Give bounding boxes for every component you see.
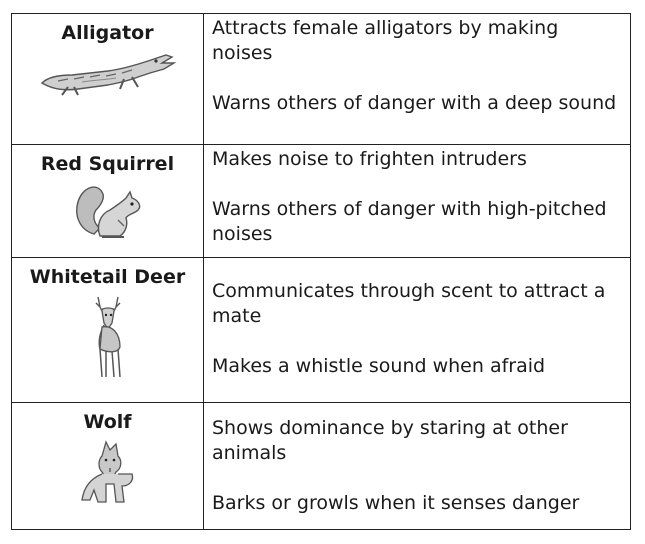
fact-text: Communicates through scent to attract a … <box>212 280 606 327</box>
animal-communication-table: Alligator Attracts female alligators by … <box>11 13 631 530</box>
fact-text: Makes a whistle sound when afraid <box>212 355 546 377</box>
animal-name: Whitetail Deer <box>29 266 186 288</box>
animal-name: Red Squirrel <box>40 153 175 175</box>
animal-facts-red-squirrel: Makes noise to frighten intruders Warns … <box>204 145 630 258</box>
animal-cell-whitetail-deer: Whitetail Deer <box>12 258 204 403</box>
animal-facts-wolf: Shows dominance by staring at other anim… <box>204 403 630 529</box>
animal-name: Alligator <box>61 22 154 44</box>
deer-icon <box>78 293 138 379</box>
fact-text: Warns others of danger with a deep sound <box>212 92 617 114</box>
animal-cell-alligator: Alligator <box>12 14 204 145</box>
wolf-icon <box>76 438 140 506</box>
animal-cell-red-squirrel: Red Squirrel <box>12 145 204 258</box>
fact-text: Makes noise to frighten intruders <box>212 148 527 170</box>
fact-text: Shows dominance by staring at other anim… <box>212 417 568 464</box>
alligator-icon <box>38 49 178 97</box>
fact-text: Warns others of danger with high-pitched… <box>212 198 607 245</box>
animal-cell-wolf: Wolf <box>12 403 204 529</box>
animal-facts-whitetail-deer: Communicates through scent to attract a … <box>204 258 630 403</box>
animal-name: Wolf <box>83 411 132 433</box>
animal-facts-alligator: Attracts female alligators by making noi… <box>204 14 630 145</box>
fact-text: Barks or growls when it senses danger <box>212 492 580 514</box>
fact-text: Attracts female alligators by making noi… <box>212 17 559 64</box>
squirrel-icon <box>72 180 144 242</box>
